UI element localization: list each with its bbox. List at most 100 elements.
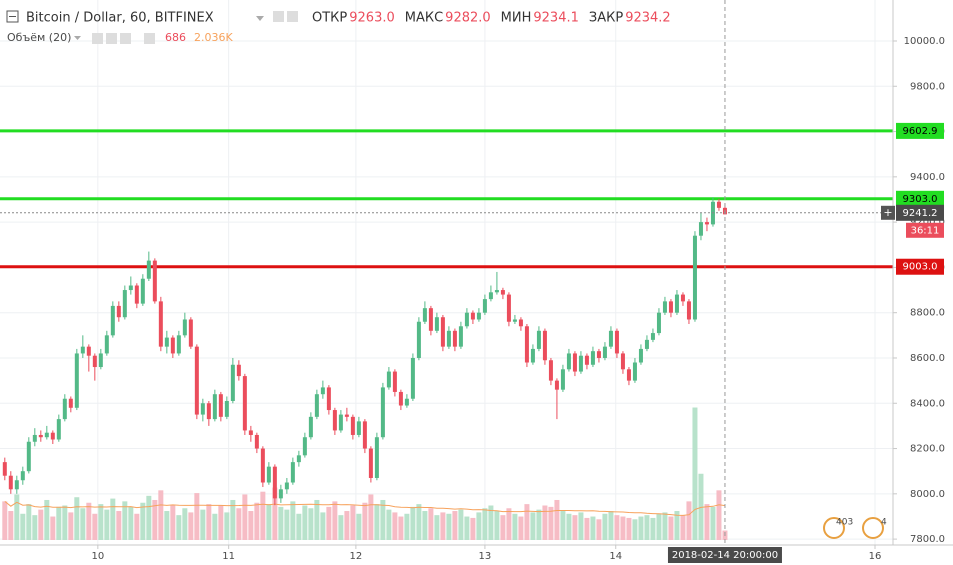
chart-title: Bitcoin / Dollar, 60, BITFINEX [26,11,214,26]
volume-bar [80,508,86,540]
event-badge[interactable] [862,517,884,539]
x-tick-label: 11 [222,551,235,562]
candle-body [206,403,211,420]
candle-body [230,364,235,401]
candle-body [122,290,127,318]
volume-bar [146,495,152,540]
candle-body [356,421,361,435]
candle-body [2,462,7,476]
volume-bar [704,504,710,540]
candle-body [290,462,295,483]
candle-body [482,299,487,313]
volume-bar [428,508,434,540]
volume-bar [14,494,20,540]
volume-bar [644,515,650,540]
volume-bar [650,517,656,540]
candle-body [380,387,385,438]
volume-bar [662,512,668,540]
settings-icon[interactable] [273,11,284,22]
candle-body [518,319,523,327]
volume-bar [716,490,722,540]
candle-body [590,351,595,365]
candle-body [176,335,181,354]
dropdown-arrow[interactable] [74,36,81,40]
candle-body [578,355,583,372]
level-label-bg [896,258,944,275]
volume-bar [464,516,470,540]
candle-body [146,260,151,279]
candle-body [620,353,625,370]
candle-body [188,319,193,347]
volume-bar [674,511,680,540]
volume-bar [494,511,500,540]
volume-ma-value: 2.036K [194,31,233,44]
candle-body [182,319,187,336]
volume-bar [554,499,560,540]
candle-body [44,432,49,438]
dropdown-arrow[interactable] [256,16,264,21]
candle-body [326,387,331,411]
last-price-bg [896,204,944,221]
y-tick-label: 8000.0 [910,489,945,500]
ohlc-value: 9263.0 [349,11,395,26]
format-icon[interactable] [106,33,117,44]
volume-bar [476,512,482,540]
volume-bar [632,519,638,540]
volume-bar [656,513,662,540]
settings-icon[interactable] [92,33,103,44]
volume-bar [308,508,314,540]
badge-count: 4 [881,518,887,528]
candle-body [170,337,175,354]
volume-bar [614,515,620,540]
hide-icon[interactable] [287,11,298,22]
volume-bar [446,513,452,540]
volume-bar [698,473,704,540]
volume-bar [584,517,590,540]
crosshair-label: 2018-02-14 20:00:00 [672,550,778,561]
volume-bar [224,512,230,540]
volume-bar [62,505,68,540]
candle-body [626,369,631,381]
collapse-icon[interactable] [6,10,19,23]
candle-body [614,330,619,354]
hide-icon[interactable] [120,33,131,44]
candle-body [278,489,283,499]
header: Bitcoin / Dollar, 60, BITFINEX ОТКР 9263.… [6,10,671,44]
remove-icon[interactable] [144,33,155,44]
candle-body [320,387,325,395]
volume-bar [392,512,398,540]
candle-body [536,330,541,349]
candle-body [62,398,67,420]
candle-body [152,260,157,302]
volume-bar [692,407,698,540]
volume-bar [140,502,146,540]
y-tick-label: 9400.0 [910,172,945,183]
add-alert-button[interactable] [881,205,895,220]
ohlc-label: МИН [501,11,532,26]
event-badge[interactable] [823,517,845,539]
volume-bar [518,516,524,540]
candle-body [584,355,589,365]
candle-body [368,448,373,478]
candle-body [572,353,577,372]
countdown-label: 36:11 [911,225,940,236]
volume-bar [344,511,350,540]
candle-body [248,430,253,435]
candle-body [302,437,307,456]
volume-bar [284,509,290,540]
candle-body [494,290,499,293]
candle-body [602,346,607,358]
volume-bar [314,499,320,540]
volume-bar [482,508,488,540]
volume-bar [104,509,110,540]
volume-bar [512,513,518,540]
volume-bar [206,504,212,540]
y-tick-label: 8800.0 [910,308,945,319]
ohlc-value: 9234.2 [625,11,671,26]
x-tick-label: 12 [350,551,363,562]
crosshair-label-bg [667,547,782,563]
volume-bar [278,506,284,540]
volume-bar [248,511,254,540]
ohlc-value: 9282.0 [445,11,491,26]
